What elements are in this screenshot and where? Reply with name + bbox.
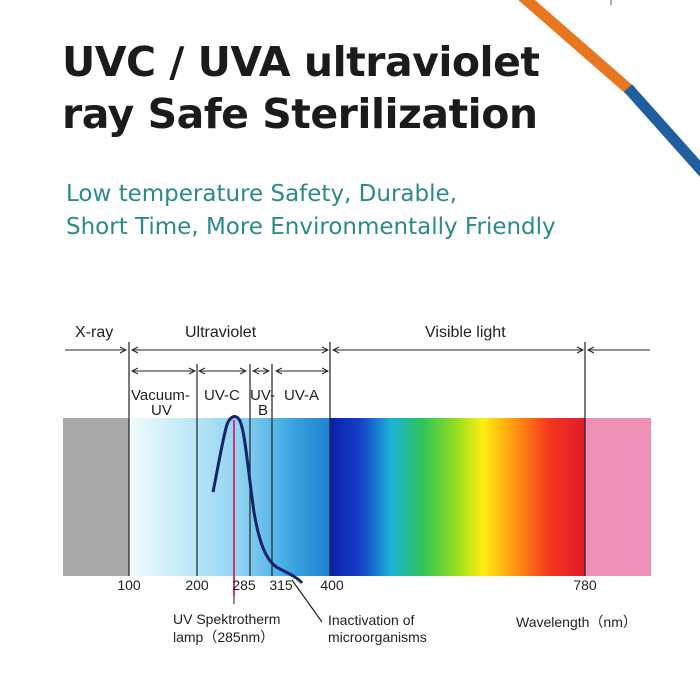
label-uvb-2: B	[258, 402, 268, 419]
tick-label: 780	[573, 577, 597, 593]
corner-stripe-blue	[623, 84, 700, 177]
tick-label: 200	[185, 577, 209, 593]
visible-band	[330, 418, 585, 576]
infrared-band	[585, 418, 651, 576]
lamp-annotation-line-2: lamp（285nm）	[173, 629, 274, 645]
page-subtitle: Low temperature Safety, Durable, Short T…	[66, 178, 666, 244]
title-line-2: ray Safe Sterilization	[62, 90, 538, 138]
inactivation-annotation-line-2: microorganisms	[328, 629, 427, 645]
label-uva: UV-A	[284, 387, 319, 404]
spectrum-diagram: X-ray Ultraviolet Visible light Vacuum- …	[63, 324, 651, 645]
tick-label: 285	[232, 577, 256, 593]
label-xray: X-ray	[75, 324, 113, 341]
label-vacuum-uv-1: Vacuum-	[131, 387, 190, 404]
label-uvc: UV-C	[204, 387, 240, 404]
tick-label: 400	[320, 577, 344, 593]
label-ultraviolet: Ultraviolet	[185, 324, 257, 341]
xray-band	[63, 418, 129, 576]
label-visible-light: Visible light	[425, 324, 506, 341]
page-title: UVC / UVA ultraviolet ray Safe Steriliza…	[62, 36, 582, 140]
uv-band	[129, 418, 330, 576]
wavelength-label: Wavelength（nm）	[516, 614, 637, 630]
inactivation-pointer-line	[291, 579, 323, 623]
lamp-annotation-line-1: UV Spektrotherm	[173, 611, 280, 627]
tick-label: 100	[117, 577, 141, 593]
subtitle-line-1: Low temperature Safety, Durable,	[66, 181, 457, 207]
tick-label: 315	[269, 577, 293, 593]
title-line-1: UVC / UVA ultraviolet	[62, 38, 540, 86]
label-uvb-1: UV-	[250, 387, 275, 404]
inactivation-annotation-line-1: Inactivation of	[328, 612, 414, 628]
label-vacuum-uv-2: UV	[151, 402, 172, 419]
subtitle-line-2: Short Time, More Environmentally Friendl…	[66, 214, 556, 240]
germicidal-curve	[211, 415, 304, 585]
